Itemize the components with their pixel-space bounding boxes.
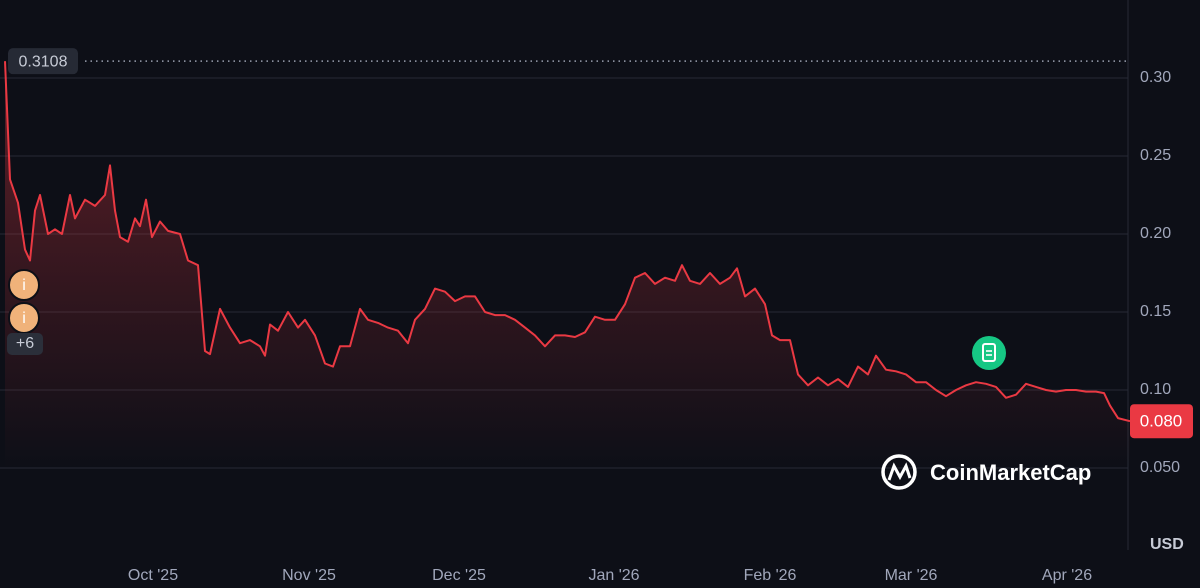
plot bbox=[4, 61, 1131, 468]
x-tick-label: Apr '26 bbox=[1042, 567, 1092, 584]
current-label: 0.080 bbox=[1140, 412, 1183, 431]
logo-mark bbox=[887, 462, 912, 481]
y-tick-label: 0.050 bbox=[1140, 459, 1180, 476]
more-events: +6 bbox=[16, 335, 34, 352]
y-tick-label: 0.30 bbox=[1140, 69, 1171, 86]
news-icon[interactable] bbox=[972, 336, 1006, 370]
x-tick-label: Nov '25 bbox=[282, 567, 336, 584]
brand: CoinMarketCap bbox=[930, 460, 1091, 485]
info-icon: i bbox=[22, 277, 26, 294]
y-tick-label: 0.20 bbox=[1140, 225, 1171, 242]
price-line bbox=[4, 61, 1131, 423]
x-tick-label: Jan '26 bbox=[588, 567, 639, 584]
y-tick-label: 0.10 bbox=[1140, 381, 1171, 398]
x-tick-label: Feb '26 bbox=[744, 567, 797, 584]
logo: CoinMarketCap bbox=[881, 454, 1091, 490]
info-badge[interactable] bbox=[8, 269, 40, 301]
current-badge bbox=[1130, 404, 1193, 439]
logo-icon bbox=[881, 454, 917, 490]
currency-label: USD bbox=[1150, 536, 1184, 553]
news-badge[interactable] bbox=[972, 336, 1006, 370]
y-tick-label: 0.15 bbox=[1140, 303, 1171, 320]
high-label: 0.3108 bbox=[19, 53, 68, 70]
x-tick-label: Oct '25 bbox=[128, 567, 178, 584]
x-tick-label: Mar '26 bbox=[885, 567, 938, 584]
x-tick-label: Dec '25 bbox=[432, 567, 486, 584]
y-tick-label: 0.25 bbox=[1140, 147, 1171, 164]
high-badge bbox=[8, 48, 78, 75]
more-badge[interactable] bbox=[7, 333, 43, 355]
info-icon: i bbox=[22, 310, 26, 327]
event-icons[interactable]: i i +6 bbox=[7, 269, 43, 355]
doc-shape bbox=[982, 343, 996, 362]
price-area bbox=[5, 61, 1130, 468]
